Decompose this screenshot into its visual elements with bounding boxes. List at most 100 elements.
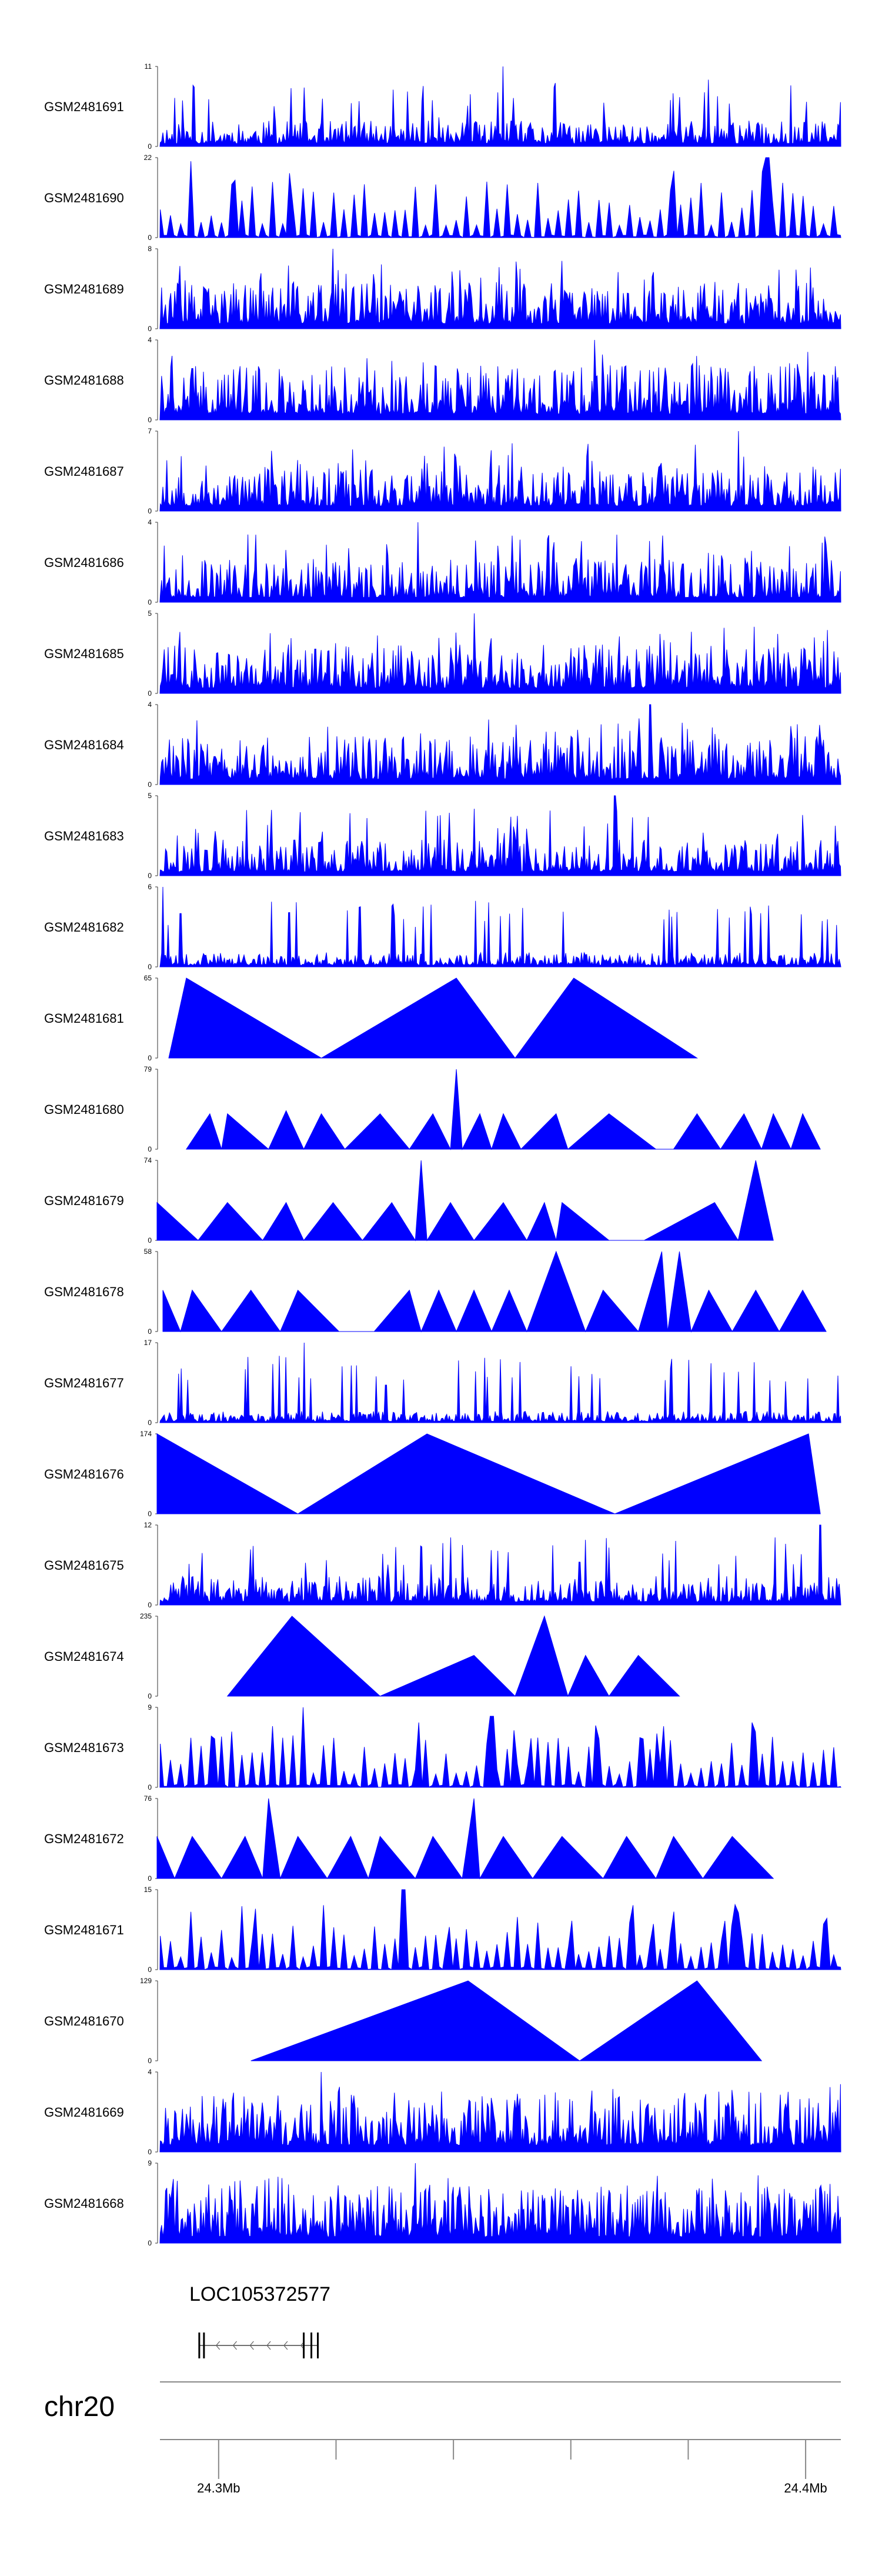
y-tick-label-max: 65 — [144, 974, 152, 982]
strand-arrow — [215, 2341, 220, 2350]
track-label: GSM2481680 — [44, 1102, 124, 1117]
track-GSM2481685: GSM2481685 5 0 — [44, 609, 841, 698]
signal-area — [185, 1069, 821, 1150]
track-GSM2481677: GSM2481677 17 0 — [44, 1339, 841, 1427]
gene-label: LOC105372577 — [189, 2283, 330, 2305]
track-label: GSM2481676 — [44, 1467, 124, 1481]
signal-area — [159, 1889, 841, 1970]
y-tick-label-min: 0 — [148, 2239, 152, 2247]
signal-area — [159, 157, 841, 238]
strand-arrow — [249, 2341, 254, 2350]
track-label: GSM2481690 — [44, 191, 124, 205]
y-tick-label-min: 0 — [148, 689, 152, 698]
track-GSM2481688: GSM2481688 4 0 — [44, 336, 841, 424]
track-GSM2481683: GSM2481683 5 0 — [44, 792, 841, 880]
signal-area — [159, 431, 841, 512]
y-tick-label-min: 0 — [148, 233, 152, 242]
track-GSM2481674: GSM2481674 235 0 — [44, 1612, 680, 1700]
y-tick-label-min: 0 — [148, 1692, 152, 1700]
y-tick-label-max: 15 — [144, 1886, 152, 1894]
axis-tick-label: 24.4Mb — [784, 2481, 827, 2495]
y-tick-label-max: 9 — [148, 2159, 152, 2167]
track-label: GSM2481691 — [44, 99, 124, 114]
chromosome-axis: chr20 24.3Mb 24.4Mb — [44, 2381, 841, 2495]
track-label: GSM2481689 — [44, 282, 124, 296]
track-GSM2481679: GSM2481679 74 0 — [44, 1156, 774, 1244]
track-GSM2481676: GSM2481676 174 0 — [44, 1430, 821, 1518]
y-tick-label-max: 79 — [144, 1065, 152, 1073]
strand-arrow — [283, 2341, 288, 2350]
signal-area — [156, 1433, 821, 1514]
y-tick-label-max: 17 — [144, 1339, 152, 1347]
signal-area — [159, 886, 841, 967]
track-label: GSM2481674 — [44, 1649, 124, 1664]
y-tick-label-min: 0 — [148, 1054, 152, 1062]
y-tick-label-max: 4 — [148, 2068, 152, 2076]
y-tick-label-max: 129 — [140, 1977, 152, 1985]
signal-area — [159, 613, 841, 694]
track-GSM2481680: GSM2481680 79 0 — [44, 1065, 821, 1153]
track-label: GSM2481672 — [44, 1831, 124, 1846]
track-label: GSM2481683 — [44, 829, 124, 843]
signal-area — [162, 1250, 827, 1333]
track-label: GSM2481669 — [44, 2105, 124, 2120]
y-tick-label-min: 0 — [148, 416, 152, 424]
signal-area — [159, 704, 841, 785]
track-label: GSM2481679 — [44, 1193, 124, 1208]
y-tick-label-max: 4 — [148, 700, 152, 709]
track-label: GSM2481686 — [44, 555, 124, 570]
signal-area — [226, 1615, 680, 1697]
strand-arrow — [232, 2341, 237, 2350]
y-tick-label-max: 58 — [144, 1247, 152, 1256]
y-tick-label-min: 0 — [148, 507, 152, 515]
y-tick-label-max: 174 — [140, 1430, 152, 1438]
track-label: GSM2481670 — [44, 2014, 124, 2028]
y-tick-label-min: 0 — [148, 598, 152, 606]
y-tick-label-min: 0 — [148, 1783, 152, 1791]
signal-area — [159, 339, 841, 421]
y-tick-label-max: 74 — [144, 1156, 152, 1164]
track-label: GSM2481677 — [44, 1376, 124, 1390]
track-GSM2481670: GSM2481670 129 0 — [44, 1977, 763, 2065]
track-GSM2481673: GSM2481673 9 0 — [44, 1703, 841, 1791]
track-GSM2481687: GSM2481687 7 0 — [44, 427, 841, 515]
y-tick-label-max: 4 — [148, 518, 152, 526]
track-label: GSM2481668 — [44, 2196, 124, 2211]
y-tick-label-min: 0 — [148, 1327, 152, 1336]
y-tick-label-max: 12 — [144, 1521, 152, 1529]
y-tick-label-min: 0 — [148, 963, 152, 971]
y-tick-label-max: 235 — [140, 1612, 152, 1620]
track-label: GSM2481673 — [44, 1740, 124, 1755]
y-tick-label-min: 0 — [148, 2057, 152, 2065]
y-tick-label-min: 0 — [148, 1510, 152, 1518]
signal-area — [159, 1707, 841, 1788]
y-tick-label-min: 0 — [148, 780, 152, 789]
track-GSM2481671: GSM2481671 15 0 — [44, 1886, 841, 1974]
track-GSM2481686: GSM2481686 4 0 — [44, 518, 841, 606]
track-GSM2481672: GSM2481672 76 0 — [44, 1794, 774, 1883]
y-tick-label-max: 5 — [148, 609, 152, 618]
chromosome-label: chr20 — [44, 2391, 115, 2422]
y-tick-label-max: 11 — [145, 62, 152, 71]
signal-area — [168, 977, 699, 1059]
y-tick-label-max: 9 — [148, 1703, 152, 1711]
track-label: GSM2481681 — [44, 1011, 124, 1026]
track-GSM2481691: GSM2481691 11 0 — [44, 62, 841, 151]
y-tick-label-max: 7 — [148, 427, 152, 435]
track-label: GSM2481678 — [44, 1284, 124, 1299]
signal-area — [159, 1342, 841, 1423]
signal-area — [159, 522, 841, 603]
signal-area — [159, 2071, 841, 2153]
signal-area — [156, 1160, 774, 1242]
y-tick-label-min: 0 — [148, 1145, 152, 1153]
signal-area — [156, 1798, 774, 1880]
y-tick-label-min: 0 — [148, 2148, 152, 2156]
track-label: GSM2481671 — [44, 1923, 124, 1937]
y-tick-label-min: 0 — [148, 1966, 152, 1974]
y-tick-label-max: 6 — [148, 883, 152, 891]
y-tick-label-max: 5 — [148, 792, 152, 800]
track-GSM2481669: GSM2481669 4 0 — [44, 2068, 841, 2156]
signal-area — [159, 248, 841, 329]
track-GSM2481681: GSM2481681 65 0 — [44, 974, 699, 1062]
